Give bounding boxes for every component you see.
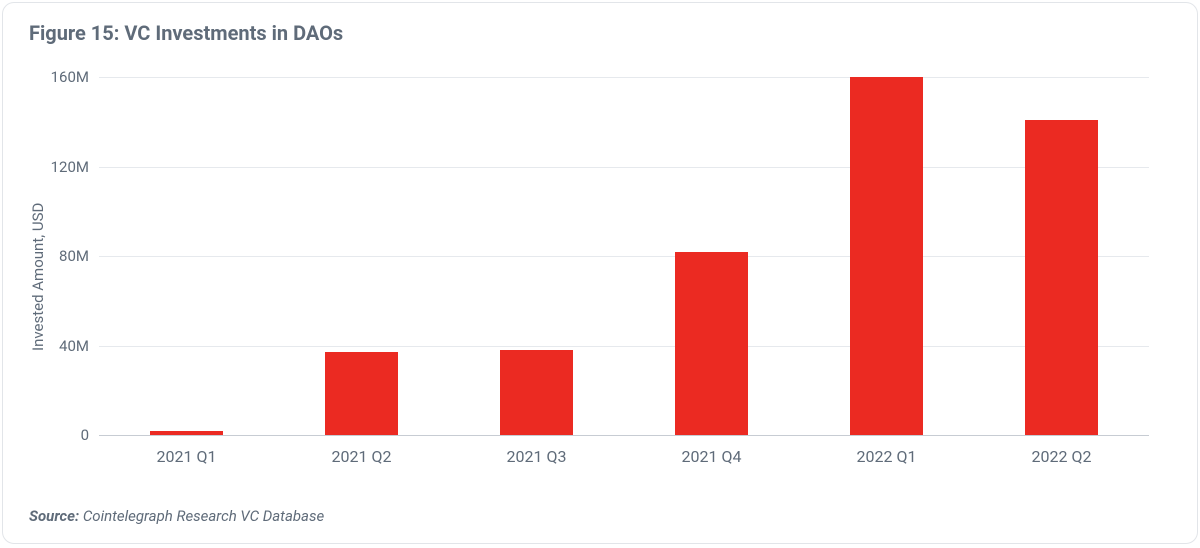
xtick-label: 2021 Q2 bbox=[332, 435, 392, 466]
gridline bbox=[99, 167, 1149, 168]
bar bbox=[1025, 120, 1099, 435]
figure-card: Figure 15: VC Investments in DAOs Invest… bbox=[2, 2, 1198, 544]
xtick-label: 2021 Q4 bbox=[682, 435, 742, 466]
source-label: Source: bbox=[29, 507, 79, 525]
bar bbox=[325, 352, 399, 435]
source-text: Cointelegraph Research VC Database bbox=[83, 507, 324, 525]
chart-container: Invested Amount, USD 040M80M120M160M2021… bbox=[29, 55, 1171, 435]
bar bbox=[500, 350, 574, 435]
xtick-label: 2021 Q1 bbox=[157, 435, 217, 466]
x-axis bbox=[99, 435, 1149, 436]
ytick-label: 120M bbox=[51, 158, 99, 176]
y-axis-label: Invested Amount, USD bbox=[29, 203, 47, 351]
ytick-label: 0 bbox=[81, 426, 99, 444]
gridline bbox=[99, 77, 1149, 78]
xtick-label: 2022 Q2 bbox=[1032, 435, 1092, 466]
xtick-label: 2021 Q3 bbox=[507, 435, 567, 466]
xtick-label: 2022 Q1 bbox=[857, 435, 917, 466]
source-citation: Source: Cointelegraph Research VC Databa… bbox=[29, 507, 324, 525]
gridline bbox=[99, 346, 1149, 347]
ytick-label: 80M bbox=[59, 247, 99, 265]
bar bbox=[675, 252, 749, 435]
figure-title: Figure 15: VC Investments in DAOs bbox=[29, 21, 1171, 45]
ytick-label: 160M bbox=[51, 68, 99, 86]
gridline bbox=[99, 256, 1149, 257]
bar bbox=[850, 77, 924, 435]
plot-area: 040M80M120M160M2021 Q12021 Q22021 Q32021… bbox=[99, 55, 1149, 435]
ytick-label: 40M bbox=[59, 337, 99, 355]
